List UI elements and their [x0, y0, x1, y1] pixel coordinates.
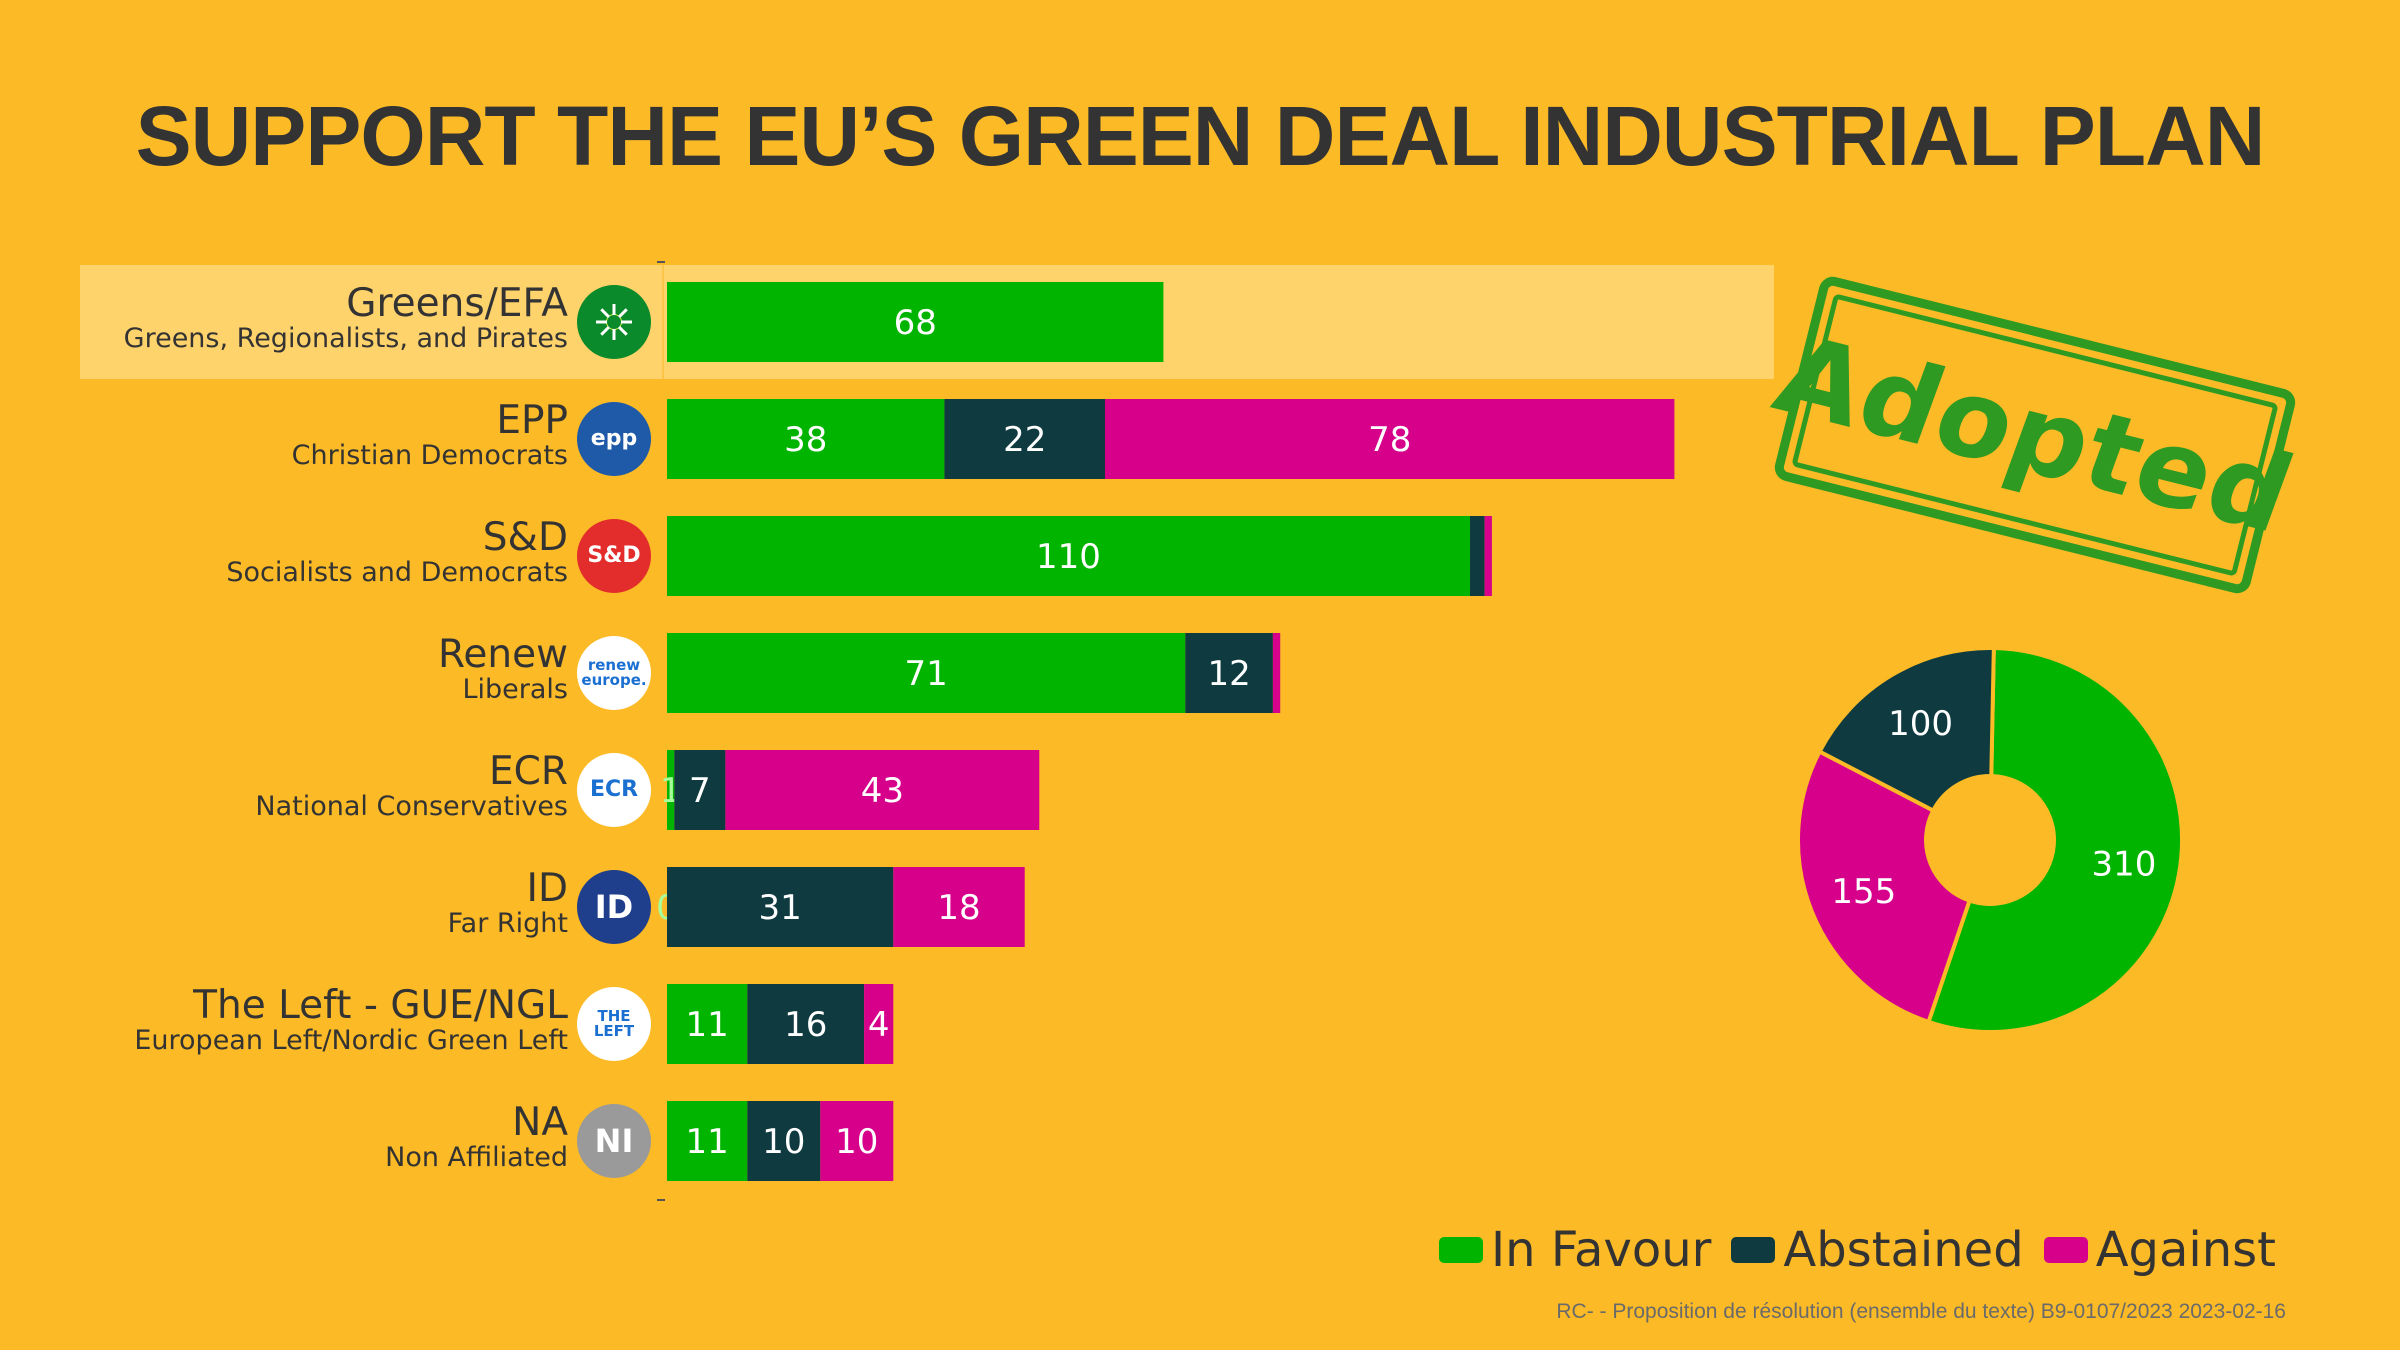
party-abbr: EPP: [496, 398, 568, 443]
epp-logo-icon: epp: [577, 402, 651, 476]
the-left-logo-icon: THE LEFT: [577, 987, 651, 1061]
legend: In Favour Abstained Against: [1438, 1222, 2276, 1278]
data-label-2-0: 110: [1036, 537, 1101, 577]
data-label-1-1: 22: [1003, 420, 1046, 460]
bar-in-favour-3: [667, 633, 1186, 713]
party-abbr: S&D: [482, 515, 568, 560]
legend-item-against: Against: [2043, 1222, 2276, 1278]
data-label-5-1: 31: [759, 888, 802, 928]
bar-against-5: [893, 867, 1025, 947]
bar-abstained-5: [667, 867, 894, 947]
party-abbr: Greens/EFA: [346, 281, 568, 326]
donut-label-in-favour: 310: [2092, 844, 2157, 884]
data-label-6-2: 4: [868, 1005, 890, 1045]
party-abbr: ID: [526, 866, 568, 911]
party-full-name: Far Right: [447, 908, 568, 939]
bar-in-favour-1: [667, 399, 945, 479]
party-full-name: Christian Democrats: [291, 440, 568, 471]
party-full-name: Socialists and Democrats: [226, 557, 568, 588]
bar-in-favour-4: [667, 750, 675, 830]
bar-abstained-4: [674, 750, 726, 830]
bar-abstained-3: [1185, 633, 1273, 713]
id-logo-icon: ID: [577, 870, 651, 944]
bar-in-favour-2: [667, 516, 1470, 596]
party-abbr: Renew: [438, 632, 568, 677]
ni-logo-icon: NI: [577, 1104, 651, 1178]
data-label-7-0: 11: [686, 1122, 729, 1162]
party-abbr: The Left - GUE/NGL: [193, 983, 568, 1028]
party-label: ECR National Conservatives: [255, 752, 568, 822]
party-full-name: Liberals: [462, 674, 568, 705]
source-note: RC- - Proposition de résolution (ensembl…: [1556, 1300, 2286, 1323]
page-title: SUPPORT THE EU’S GREEN DEAL INDUSTRIAL P…: [135, 89, 2266, 183]
sd-logo-icon: S&D: [577, 519, 651, 593]
data-label-4-1: 7: [689, 771, 711, 811]
donut-label-abstained: 100: [1888, 704, 1953, 744]
bar-in-favour-6: [667, 984, 748, 1064]
party-abbr: NA: [512, 1100, 568, 1145]
greens-efa-logo-icon: [577, 285, 651, 359]
party-label: ID Far Right: [448, 869, 568, 939]
legend-label-abstained: Abstained: [1783, 1222, 2024, 1278]
bar-against-1: [1105, 399, 1675, 479]
renew-europe-logo-icon: renew europe.: [577, 636, 651, 710]
bar-in-favour-7: [667, 1101, 748, 1181]
data-label-5-2: 18: [937, 888, 980, 928]
bar-abstained-7: [747, 1101, 821, 1181]
data-label-7-1: 10: [762, 1122, 805, 1162]
bar-abstained-1: [944, 399, 1105, 479]
bar-in-favour-0: [667, 282, 1164, 362]
data-label-1-2: 78: [1368, 420, 1411, 460]
legend-item-in-favour: In Favour: [1438, 1222, 1712, 1278]
party-full-name: Non Affiliated: [385, 1142, 568, 1173]
bar-against-7: [820, 1101, 894, 1181]
legend-label-against: Against: [2095, 1222, 2276, 1278]
data-label-4-2: 43: [861, 771, 904, 811]
data-label-6-1: 16: [784, 1005, 827, 1045]
party-label: EPP Christian Democrats: [292, 401, 568, 471]
legend-swatch-abstained: [1731, 1237, 1776, 1263]
data-label-1-0: 38: [784, 420, 827, 460]
donut-slice-abstained: [1816, 646, 1996, 814]
data-label-0-0: 68: [894, 303, 937, 343]
party-label: The Left - GUE/NGL European Left/Nordic G…: [134, 986, 568, 1056]
donut-slice-in-favour: [1926, 645, 2184, 1034]
data-label-7-2: 10: [835, 1122, 878, 1162]
bar-against-4: [725, 750, 1040, 830]
party-abbr: ECR: [489, 749, 568, 794]
donut-slice-against: [1795, 748, 1973, 1025]
party-full-name: Greens, Regionalists, and Pirates: [123, 323, 568, 354]
legend-item-abstained: Abstained: [1731, 1222, 2024, 1278]
party-full-name: European Left/Nordic Green Left: [134, 1025, 568, 1056]
bar-abstained-6: [747, 984, 865, 1064]
data-label-3-1: 12: [1207, 654, 1250, 694]
data-label-6-0: 11: [686, 1005, 729, 1045]
party-full-name: National Conservatives: [255, 791, 568, 822]
bar-abstained-2: [1470, 516, 1485, 596]
party-label: NA Non Affiliated: [385, 1103, 568, 1173]
bar-against-2: [1484, 516, 1492, 596]
party-label: S&D Socialists and Democrats: [226, 518, 568, 588]
legend-label-in-favour: In Favour: [1490, 1222, 1712, 1278]
legend-swatch-against: [2043, 1237, 2088, 1263]
data-label-3-0: 71: [905, 654, 948, 694]
bar-against-3: [1272, 633, 1281, 713]
party-label: Renew Liberals: [438, 635, 568, 705]
ecr-logo-icon: ECR: [577, 753, 651, 827]
bar-against-6: [864, 984, 894, 1064]
donut-label-against: 155: [1831, 872, 1896, 912]
legend-swatch-in-favour: [1438, 1237, 1483, 1263]
party-label: Greens/EFA Greens, Regionalists, and Pira…: [124, 284, 568, 354]
